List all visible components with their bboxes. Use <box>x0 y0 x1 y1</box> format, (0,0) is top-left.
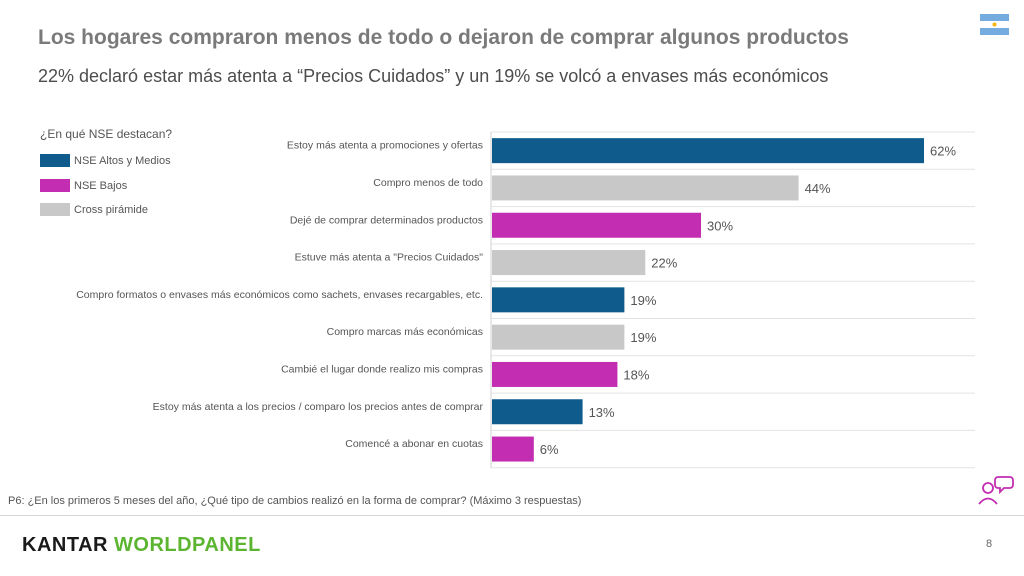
category-label: Compro formatos o envases más económicos… <box>76 289 483 301</box>
data-label: 19% <box>630 330 656 345</box>
bar <box>492 436 534 462</box>
bar <box>492 399 583 425</box>
data-label: 30% <box>707 218 733 233</box>
category-label: Estoy más atenta a los precios / comparo… <box>153 401 484 413</box>
logo-sub: WORLDPANEL <box>114 534 261 556</box>
category-label: Compro menos de todo <box>373 177 483 189</box>
data-label: 18% <box>623 367 649 382</box>
page-title: Los hogares compraron menos de todo o de… <box>38 26 849 49</box>
legend-label: Cross pirámide <box>74 203 148 216</box>
category-label: Estoy más atenta a promociones y ofertas <box>287 140 483 152</box>
category-label: Comencé a abonar en cuotas <box>345 438 483 450</box>
bar <box>492 175 799 201</box>
legend-label: NSE Altos y Medios <box>74 154 171 167</box>
page-subtitle: 22% declaró estar más atenta a “Precios … <box>38 66 829 86</box>
data-label: 62% <box>930 144 956 159</box>
legend-question: ¿En qué NSE destacan? <box>40 127 173 141</box>
bar <box>492 212 702 238</box>
legend-swatch <box>40 179 70 192</box>
category-label: Cambié el lugar donde realizo mis compra… <box>281 363 483 375</box>
logo-brand: KANTAR <box>22 534 108 556</box>
footer-divider <box>0 515 1024 516</box>
legend-item-altos-medios: NSE Altos y Medios <box>40 154 171 167</box>
bar <box>492 287 625 313</box>
bar <box>492 361 618 387</box>
category-label: Compro marcas más económicas <box>327 326 483 338</box>
footnote: P6: ¿En los primeros 5 meses del año, ¿Q… <box>8 495 582 507</box>
legend-swatch <box>40 203 70 216</box>
bar <box>492 250 646 276</box>
data-label: 6% <box>540 442 559 457</box>
data-label: 44% <box>805 181 831 196</box>
legend-item-cross: Cross pirámide <box>40 203 148 216</box>
bar-chart: Estoy más atenta a promociones y ofertas… <box>76 131 975 469</box>
kantar-worldpanel-logo: KANTAR WORLDPANEL <box>22 534 261 557</box>
data-label: 22% <box>651 256 677 271</box>
bar <box>492 138 924 164</box>
argentina-flag-icon <box>980 14 1009 35</box>
legend-swatch <box>40 154 70 167</box>
bar <box>492 324 625 350</box>
data-label: 13% <box>589 405 615 420</box>
page-number: 8 <box>986 538 993 550</box>
people-chat-icon <box>978 476 1014 505</box>
legend-label: NSE Bajos <box>74 179 128 192</box>
data-label: 19% <box>630 293 656 308</box>
category-label: Estuve más atenta a "Precios Cuidados" <box>295 252 484 264</box>
legend-item-bajos: NSE Bajos <box>40 179 127 192</box>
category-label: Dejé de comprar determinados productos <box>290 214 483 226</box>
